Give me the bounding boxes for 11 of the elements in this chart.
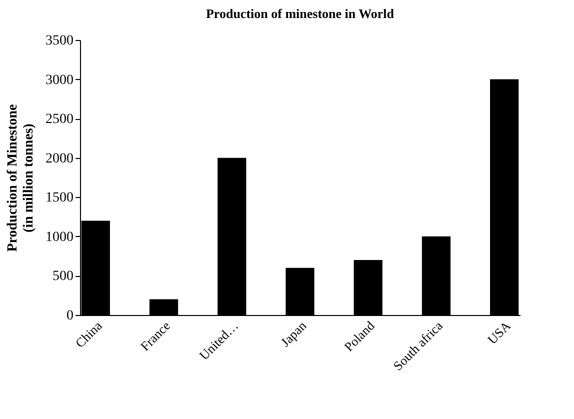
y-tick-label: 1500 [46, 190, 74, 206]
y-tick-label: 0 [66, 308, 74, 324]
y-tick-label: 500 [52, 269, 74, 284]
y-tick-label: 3000 [46, 72, 74, 88]
y-axis-title: Production of Minestone (in million tonnes) [6, 104, 36, 252]
y-tick-label: 2500 [46, 112, 74, 128]
chart-title: Production of minestone in World [206, 6, 395, 21]
y-tick-label: 1000 [46, 230, 74, 245]
x-tick-label: USA [484, 318, 514, 348]
y-tick-label: 2000 [46, 151, 74, 166]
y-tick-label: 3500 [46, 34, 74, 48]
